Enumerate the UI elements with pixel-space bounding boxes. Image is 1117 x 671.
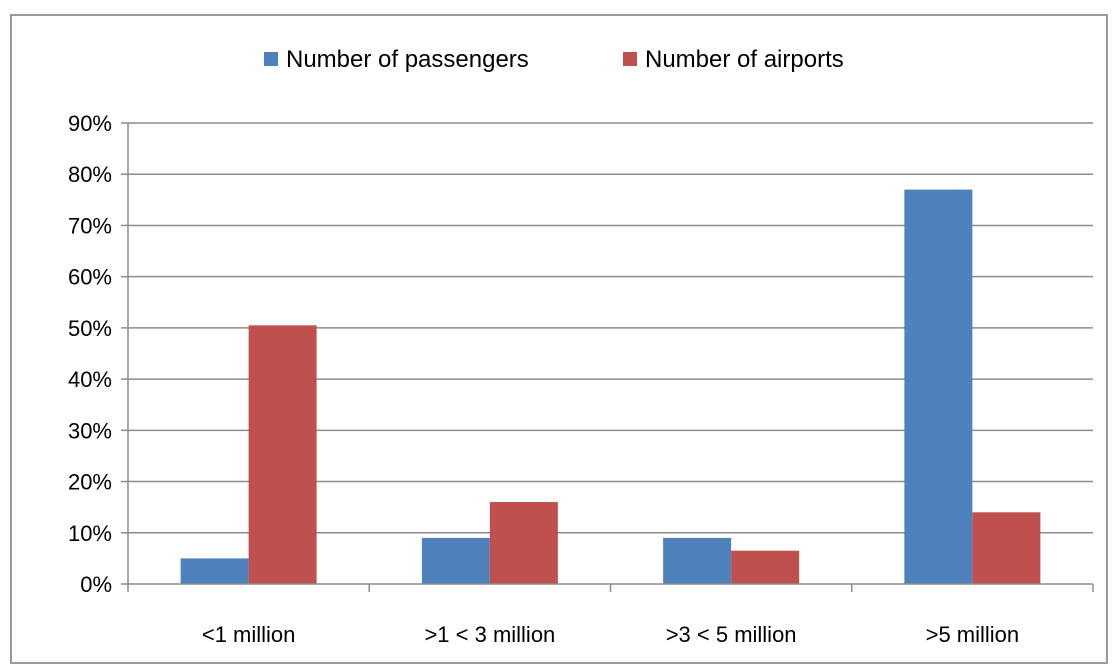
bars	[180, 189, 1041, 585]
bar-passengers	[663, 537, 732, 584]
y-tick-label: 60%	[68, 265, 112, 290]
axes: 0% 10% 20% 30% 40% 50% 60% 70% 80% 90% <1 million >…	[68, 111, 1094, 647]
y-tick-label: 0%	[80, 572, 112, 597]
bar-airports	[489, 502, 558, 584]
x-category-label: <1 million	[202, 622, 296, 647]
legend-label-passengers: Number of passengers	[286, 46, 529, 73]
legend-swatch-airports	[623, 52, 637, 66]
y-tick-label: 80%	[68, 162, 112, 187]
y-tick-label: 10%	[68, 521, 112, 546]
y-tick-label: 40%	[68, 367, 112, 392]
x-category-label: >1 < 3 million	[424, 622, 555, 647]
bar-airports	[731, 550, 800, 584]
bar-airports	[972, 512, 1041, 584]
legend-swatch-passengers	[264, 52, 278, 66]
y-tick-label: 70%	[68, 213, 112, 238]
y-tick-label: 30%	[68, 418, 112, 443]
legend-label-airports: Number of airports	[645, 46, 844, 73]
y-tick-label: 90%	[68, 111, 112, 136]
bar-passengers	[421, 537, 490, 584]
bar-passengers	[180, 558, 249, 584]
y-tick-label: 20%	[68, 470, 112, 495]
bar-passengers	[904, 189, 973, 585]
legend: Number of passengers Number of airports	[264, 46, 844, 73]
x-category-label: >3 < 5 million	[666, 622, 797, 647]
x-category-label: >5 million	[926, 622, 1020, 647]
bar-airports	[248, 325, 317, 584]
y-tick-label: 50%	[68, 316, 112, 341]
